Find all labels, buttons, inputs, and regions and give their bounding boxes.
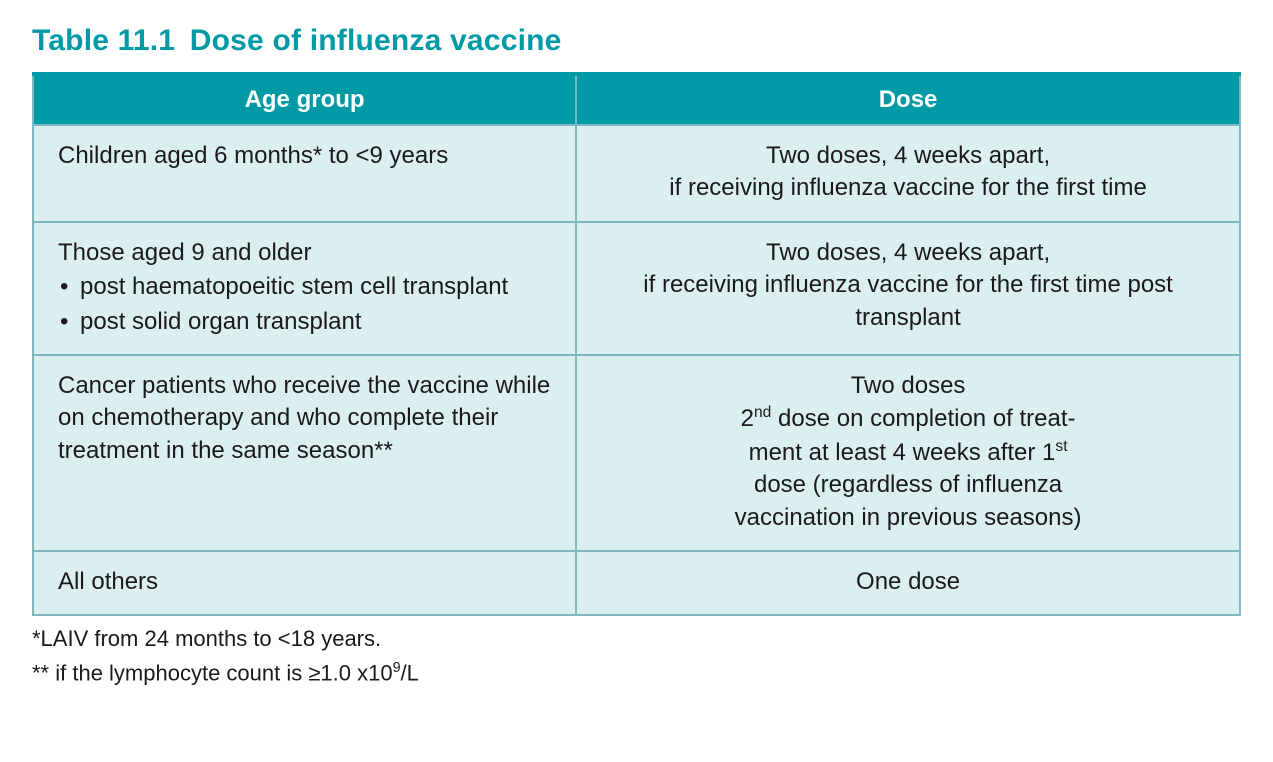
table-row: Children aged 6 months* to <9 years Two …	[33, 125, 1240, 222]
dose-text: Two doses, 4 weeks apart,	[766, 142, 1050, 169]
footnote-1: *LAIV from 24 months to <18 years.	[32, 626, 1241, 652]
table-title: Table 11.1 Dose of influenza vaccine	[32, 24, 1241, 58]
exponent-sup: 9	[393, 660, 401, 676]
table-row: Cancer patients who receive the vaccine …	[33, 355, 1240, 551]
col-age-group: Age group	[33, 74, 576, 125]
table-row: All others One dose	[33, 551, 1240, 615]
cell-dose: One dose	[576, 551, 1240, 615]
cell-dose: Two doses, 4 weeks apart, if receiving i…	[576, 125, 1240, 222]
dose-text: Two doses, 4 weeks apart,	[766, 239, 1050, 266]
dose-text: if receiving influenza vaccine for the f…	[643, 271, 1173, 330]
table-header-row: Age group Dose	[33, 74, 1240, 125]
ordinal-sup: st	[1055, 438, 1067, 455]
cell-age-group: Children aged 6 months* to <9 years	[33, 125, 576, 222]
list-item: post haematopoeitic stem cell transplant	[58, 271, 551, 303]
list-item: post solid organ transplant	[58, 306, 551, 338]
dose-text: dose on completion of treat-	[771, 405, 1075, 432]
cell-age-group: All others	[33, 551, 576, 615]
figure-wrap: Table 11.1 Dose of influenza vaccine Age…	[0, 0, 1273, 719]
col-dose: Dose	[576, 74, 1240, 125]
footnote-2: ** if the lymphocyte count is ≥1.0 x109/…	[32, 660, 1241, 686]
age-group-text: Children aged 6 months* to <9 years	[58, 142, 448, 169]
cell-dose: Two doses, 4 weeks apart, if receiving i…	[576, 222, 1240, 355]
age-group-bullets: post haematopoeitic stem cell transplant…	[58, 271, 551, 338]
dose-text: One dose	[856, 568, 960, 595]
dose-text: dose (regardless of influenza	[754, 471, 1062, 498]
table-title-text: Dose of influenza vaccine	[190, 24, 562, 57]
cell-age-group: Those aged 9 and older post haematopoeit…	[33, 222, 576, 355]
table-row: Those aged 9 and older post haematopoeit…	[33, 222, 1240, 355]
ordinal-sup: nd	[754, 404, 771, 421]
dose-text: Two doses	[851, 372, 966, 399]
age-group-text: Cancer patients who receive the vaccine …	[58, 372, 550, 464]
dose-text: ment at least 4 weeks after 1	[749, 439, 1056, 466]
cell-age-group: Cancer patients who receive the vaccine …	[33, 355, 576, 551]
age-group-lead: Those aged 9 and older	[58, 237, 551, 269]
dose-text: if receiving influenza vaccine for the f…	[669, 174, 1147, 201]
cell-dose: Two doses 2nd dose on completion of trea…	[576, 355, 1240, 551]
dose-text: vaccination in previous seasons)	[735, 504, 1082, 531]
dose-table: Age group Dose Children aged 6 months* t…	[32, 72, 1241, 616]
table-number: Table 11.1	[32, 24, 175, 57]
age-group-text: All others	[58, 568, 158, 595]
dose-text: 2	[741, 405, 754, 432]
footnotes: *LAIV from 24 months to <18 years. ** if…	[32, 626, 1241, 686]
